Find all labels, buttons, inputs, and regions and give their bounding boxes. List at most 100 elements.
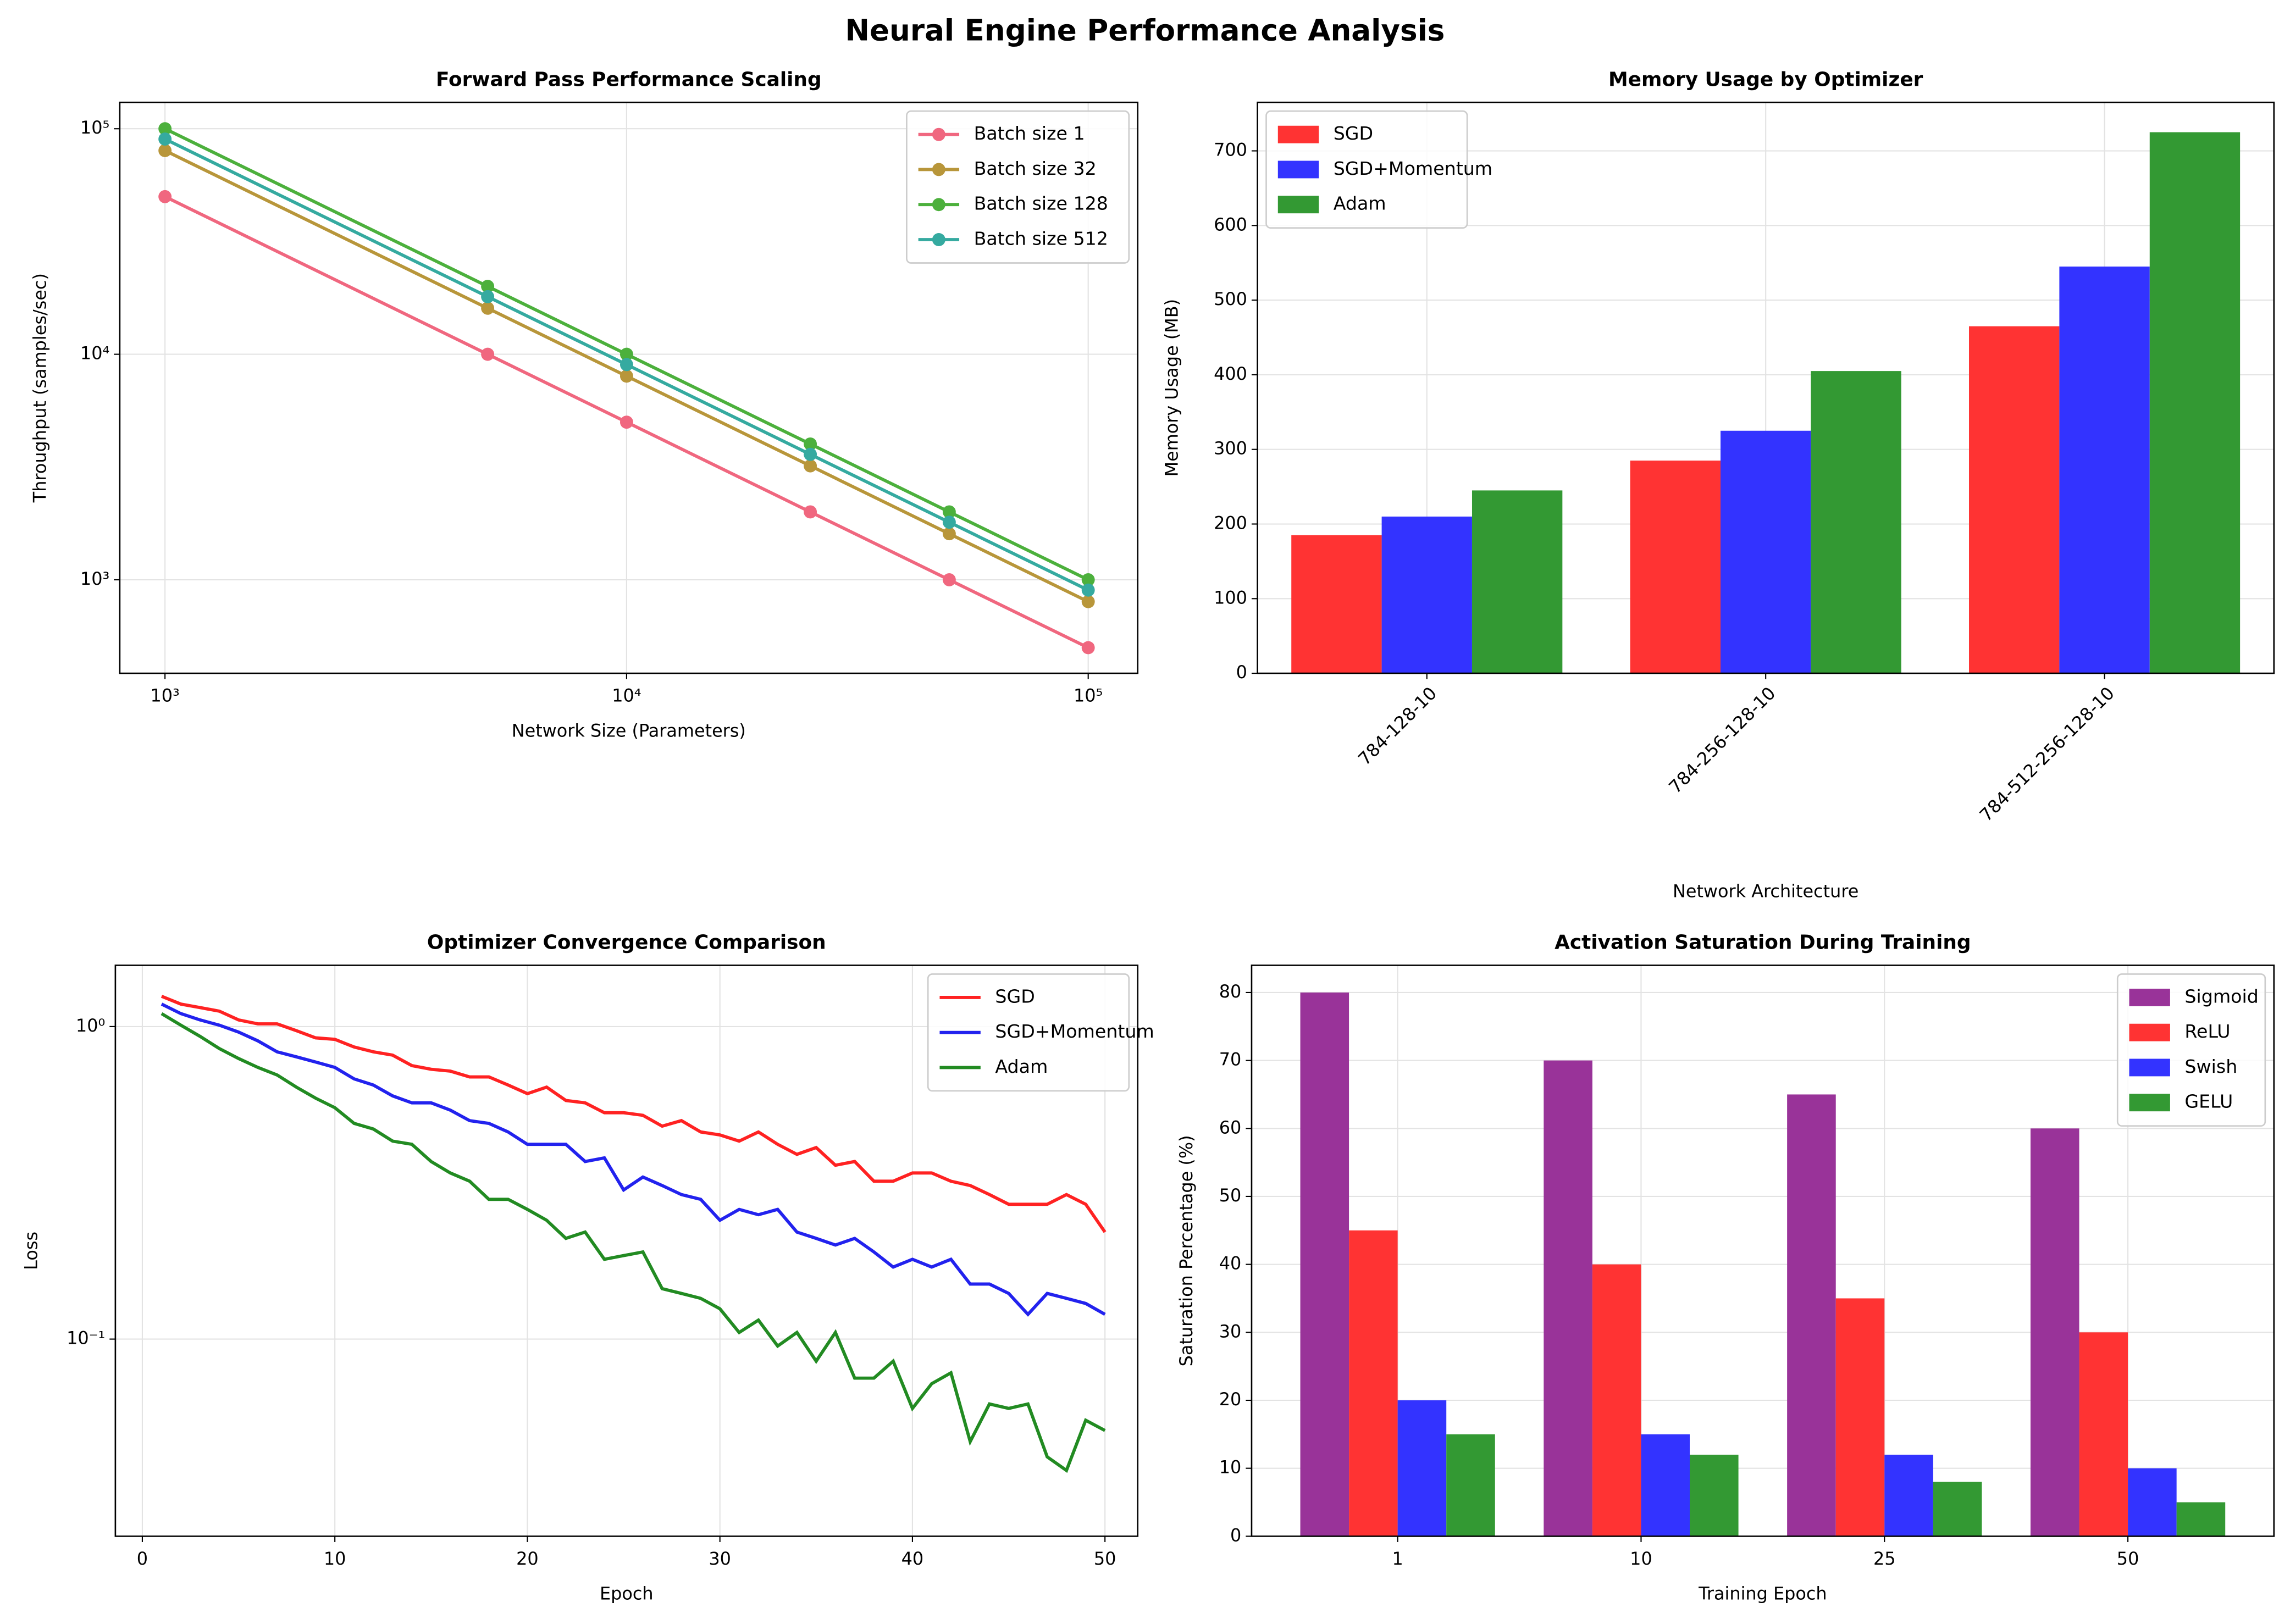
legend-label: ReLU	[2184, 1021, 2230, 1042]
marker	[619, 415, 633, 429]
marker	[619, 358, 633, 372]
legend-label: Adam	[995, 1056, 1048, 1077]
y-tick-label: 10⁴	[80, 343, 109, 364]
bar	[2059, 267, 2150, 674]
y-tick-label: 500	[1214, 289, 1247, 309]
chart-title: Activation Saturation During Training	[1555, 932, 1971, 954]
y-tick-label: 300	[1214, 438, 1247, 459]
marker	[942, 505, 956, 519]
legend-marker	[932, 198, 945, 212]
legend-swatch	[1277, 196, 1319, 214]
y-tick-label: 0	[1230, 1525, 1241, 1545]
legend-label: SGD	[1334, 123, 1373, 144]
legend-box	[2116, 973, 2266, 1127]
x-tick-label: 10⁵	[1074, 685, 1103, 706]
legend: SGD SGD+Momentum Adam	[927, 973, 1154, 1092]
legend-label: Batch size 128	[974, 193, 1108, 214]
chart-title: Memory Usage by Optimizer	[1608, 68, 1923, 91]
marker	[804, 505, 817, 519]
legend-box	[927, 973, 1130, 1092]
bar	[1381, 516, 1472, 674]
bar	[1787, 1094, 1836, 1537]
legend-label: Adam	[1334, 193, 1386, 214]
y-tick-label: 10⁻¹	[67, 1328, 105, 1349]
legend-label: Sigmoid	[2184, 985, 2258, 1007]
y-tick-label: 50	[1219, 1185, 1242, 1206]
y-tick-label: 400	[1214, 363, 1247, 384]
y-tick-label: 10³	[80, 568, 109, 589]
bar	[1592, 1264, 1641, 1537]
y-axis-label: Saturation Percentage (%)	[1176, 1135, 1197, 1366]
bar	[1397, 1400, 1447, 1537]
legend-label: SGD	[995, 985, 1035, 1007]
marker	[481, 301, 495, 315]
marker	[158, 122, 172, 136]
y-tick-label: 70	[1219, 1049, 1242, 1070]
legend-marker	[932, 233, 945, 246]
y-tick-label: 600	[1214, 214, 1247, 235]
y-axis-label: Loss	[20, 1232, 41, 1270]
x-tick-label: 20	[516, 1548, 539, 1569]
legend-label: Batch size 32	[974, 158, 1097, 179]
bar	[1933, 1482, 1982, 1537]
x-axis-label: Network Size (Parameters)	[512, 720, 746, 741]
legend-label: SGD+Momentum	[1334, 158, 1492, 179]
legend-swatch	[1277, 125, 1319, 143]
figure-title: Neural Engine Performance Analysis	[845, 13, 1445, 47]
series-line	[161, 1012, 1106, 1473]
series-line	[164, 149, 1089, 603]
series-line	[164, 127, 1089, 581]
marker	[1081, 583, 1095, 597]
legend-label: Batch size 1	[974, 123, 1085, 144]
series-line	[161, 995, 1107, 1233]
marker	[481, 280, 495, 293]
legend-label: GELU	[2184, 1091, 2233, 1112]
bar	[1811, 371, 1901, 674]
y-tick-label: 80	[1219, 981, 1242, 1002]
x-tick-label: 10	[1630, 1548, 1652, 1569]
marker	[1081, 573, 1095, 586]
legend-label: Batch size 512	[974, 228, 1108, 250]
marker	[481, 290, 495, 303]
legend-swatch	[1277, 160, 1319, 179]
x-tick-label: 30	[709, 1548, 731, 1569]
plot-area	[1251, 965, 2274, 1537]
y-tick-label: 40	[1219, 1253, 1242, 1274]
x-tick-label: 1	[1392, 1548, 1403, 1569]
marker	[804, 437, 817, 451]
axes-frame	[1251, 965, 2275, 1537]
marker	[1081, 595, 1095, 608]
bar	[1544, 1060, 1592, 1537]
bar	[1300, 992, 1349, 1537]
legend-swatch	[2129, 1058, 2170, 1077]
y-tick-label: 0	[1236, 662, 1247, 683]
bar	[1884, 1454, 1933, 1537]
bar	[2149, 132, 2241, 674]
chart-title: Optimizer Convergence Comparison	[427, 932, 826, 954]
y-axis-label: Throughput (samples/sec)	[29, 273, 50, 503]
legend-swatch	[2129, 1094, 2170, 1112]
bar	[2079, 1332, 2128, 1537]
marker	[158, 132, 172, 146]
series-line	[164, 195, 1089, 650]
legend-marker	[932, 163, 945, 176]
axes-frame	[119, 101, 1139, 674]
marker	[158, 144, 172, 157]
axes-frame	[114, 965, 1139, 1537]
bar	[1349, 1230, 1398, 1537]
x-tick-label: 50	[2117, 1548, 2139, 1569]
x-axis-label: Training Epoch	[1698, 1583, 1827, 1604]
series-line	[161, 1002, 1106, 1317]
y-tick-label: 60	[1219, 1117, 1242, 1138]
bar	[1446, 1434, 1495, 1537]
y-tick-label: 10⁵	[80, 117, 109, 138]
x-tick-label: 10⁴	[612, 685, 641, 706]
marker	[1081, 641, 1095, 655]
x-tick-label: 50	[1094, 1548, 1116, 1569]
y-tick-label: 20	[1219, 1389, 1242, 1410]
marker	[942, 573, 956, 586]
y-tick-label: 30	[1219, 1321, 1242, 1342]
